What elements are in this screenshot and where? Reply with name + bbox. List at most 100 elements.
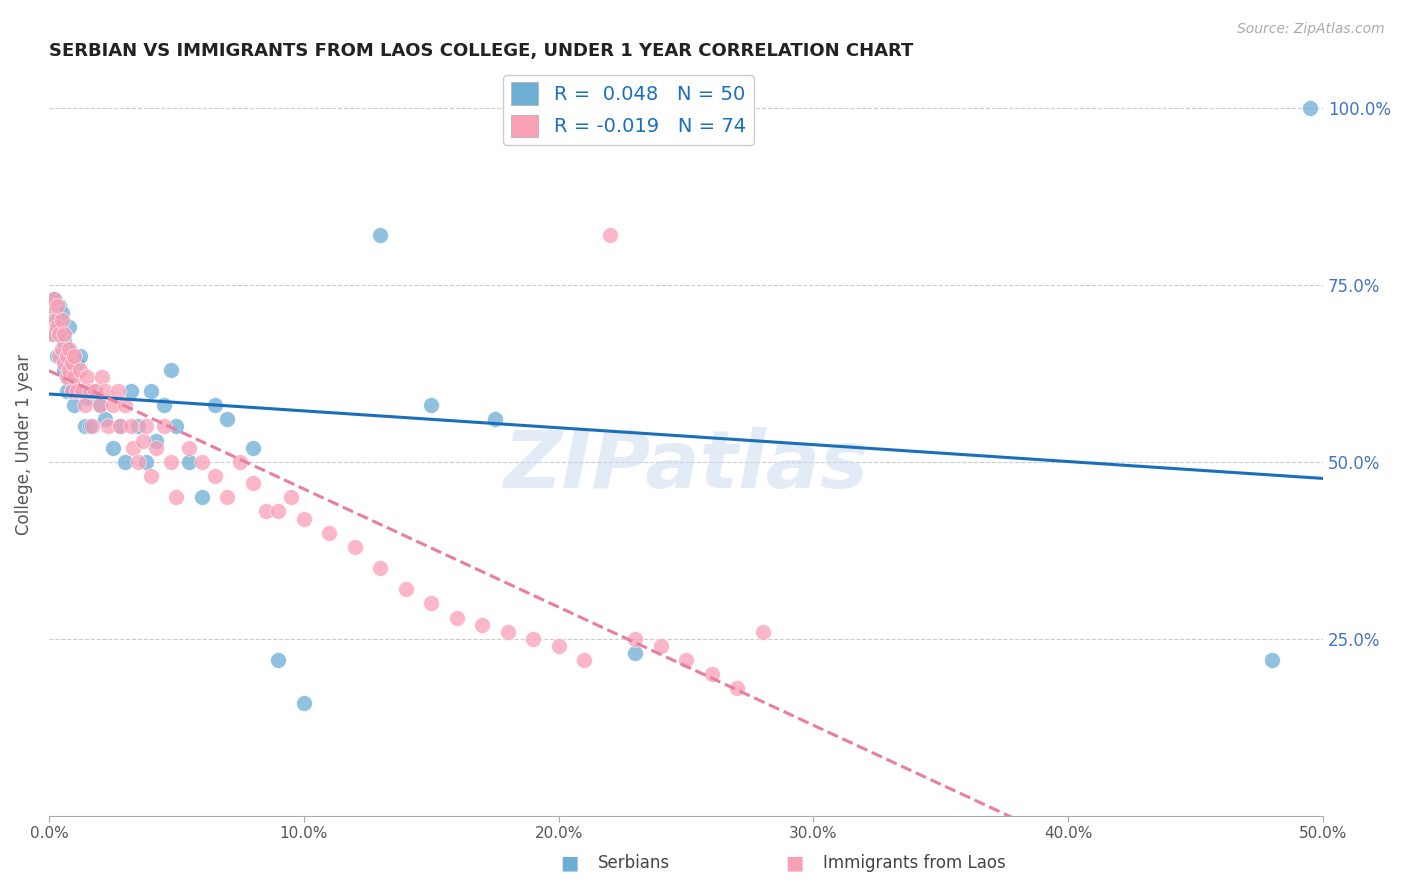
Point — [217, 412, 239, 426]
Point — [83, 384, 105, 398]
Point — [292, 511, 315, 525]
Point — [1261, 653, 1284, 667]
Point — [56, 342, 79, 356]
Point — [343, 540, 366, 554]
Point — [45, 320, 67, 334]
Text: Serbians: Serbians — [598, 855, 669, 872]
Point — [73, 419, 96, 434]
Point — [69, 363, 91, 377]
Legend: R =  0.048   N = 50, R = -0.019   N = 74: R = 0.048 N = 50, R = -0.019 N = 74 — [503, 75, 754, 145]
Point — [53, 327, 76, 342]
Point — [242, 476, 264, 491]
Point — [56, 370, 79, 384]
Point — [45, 313, 67, 327]
Point — [48, 327, 70, 342]
Point — [63, 398, 86, 412]
Point — [51, 306, 73, 320]
Point — [368, 228, 391, 243]
Point — [89, 398, 111, 412]
Point — [48, 299, 70, 313]
Point — [139, 469, 162, 483]
Point — [572, 653, 595, 667]
Point — [53, 363, 76, 377]
Point — [217, 490, 239, 504]
Point — [484, 412, 506, 426]
Point — [56, 349, 79, 363]
Point — [110, 419, 132, 434]
Point — [471, 617, 494, 632]
Point — [139, 384, 162, 398]
Text: ■: ■ — [560, 854, 579, 872]
Point — [76, 391, 98, 405]
Point — [132, 434, 155, 448]
Point — [48, 327, 70, 342]
Point — [76, 370, 98, 384]
Point — [120, 419, 142, 434]
Point — [110, 419, 132, 434]
Point — [599, 228, 621, 243]
Point — [135, 419, 157, 434]
Point — [547, 639, 569, 653]
Point — [204, 398, 226, 412]
Point — [42, 292, 65, 306]
Point — [101, 398, 124, 412]
Point — [267, 504, 290, 518]
Point — [242, 441, 264, 455]
Point — [675, 653, 697, 667]
Point — [114, 398, 136, 412]
Point — [145, 434, 167, 448]
Point — [229, 455, 252, 469]
Point — [60, 356, 83, 370]
Point — [70, 384, 93, 398]
Point — [254, 504, 277, 518]
Point — [73, 398, 96, 412]
Point — [58, 363, 80, 377]
Point — [82, 419, 104, 434]
Point — [48, 349, 70, 363]
Point — [51, 342, 73, 356]
Point — [63, 349, 86, 363]
Point — [107, 384, 129, 398]
Point — [51, 313, 73, 327]
Point — [624, 632, 647, 646]
Point — [127, 419, 149, 434]
Point — [751, 624, 773, 639]
Point — [41, 299, 63, 313]
Point — [41, 327, 63, 342]
Point — [292, 696, 315, 710]
Text: ■: ■ — [785, 854, 804, 872]
Point — [42, 313, 65, 327]
Point — [42, 327, 65, 342]
Point — [58, 342, 80, 356]
Point — [70, 384, 93, 398]
Point — [650, 639, 672, 653]
Point — [700, 667, 723, 681]
Point — [191, 490, 214, 504]
Point — [204, 469, 226, 483]
Point — [69, 349, 91, 363]
Point — [165, 490, 187, 504]
Point — [91, 370, 114, 384]
Point — [56, 384, 79, 398]
Point — [41, 299, 63, 313]
Point — [58, 370, 80, 384]
Point — [318, 525, 340, 540]
Point — [179, 441, 201, 455]
Point — [120, 384, 142, 398]
Point — [179, 455, 201, 469]
Point — [79, 384, 101, 398]
Point — [160, 363, 183, 377]
Point — [66, 356, 89, 370]
Y-axis label: College, Under 1 year: College, Under 1 year — [15, 353, 32, 534]
Text: SERBIAN VS IMMIGRANTS FROM LAOS COLLEGE, UNDER 1 YEAR CORRELATION CHART: SERBIAN VS IMMIGRANTS FROM LAOS COLLEGE,… — [49, 42, 914, 60]
Point — [135, 455, 157, 469]
Point — [165, 419, 187, 434]
Point — [51, 349, 73, 363]
Point — [53, 334, 76, 349]
Point — [160, 455, 183, 469]
Text: Source: ZipAtlas.com: Source: ZipAtlas.com — [1237, 22, 1385, 37]
Point — [280, 490, 302, 504]
Point — [522, 632, 544, 646]
Text: Immigrants from Laos: Immigrants from Laos — [823, 855, 1005, 872]
Point — [94, 384, 117, 398]
